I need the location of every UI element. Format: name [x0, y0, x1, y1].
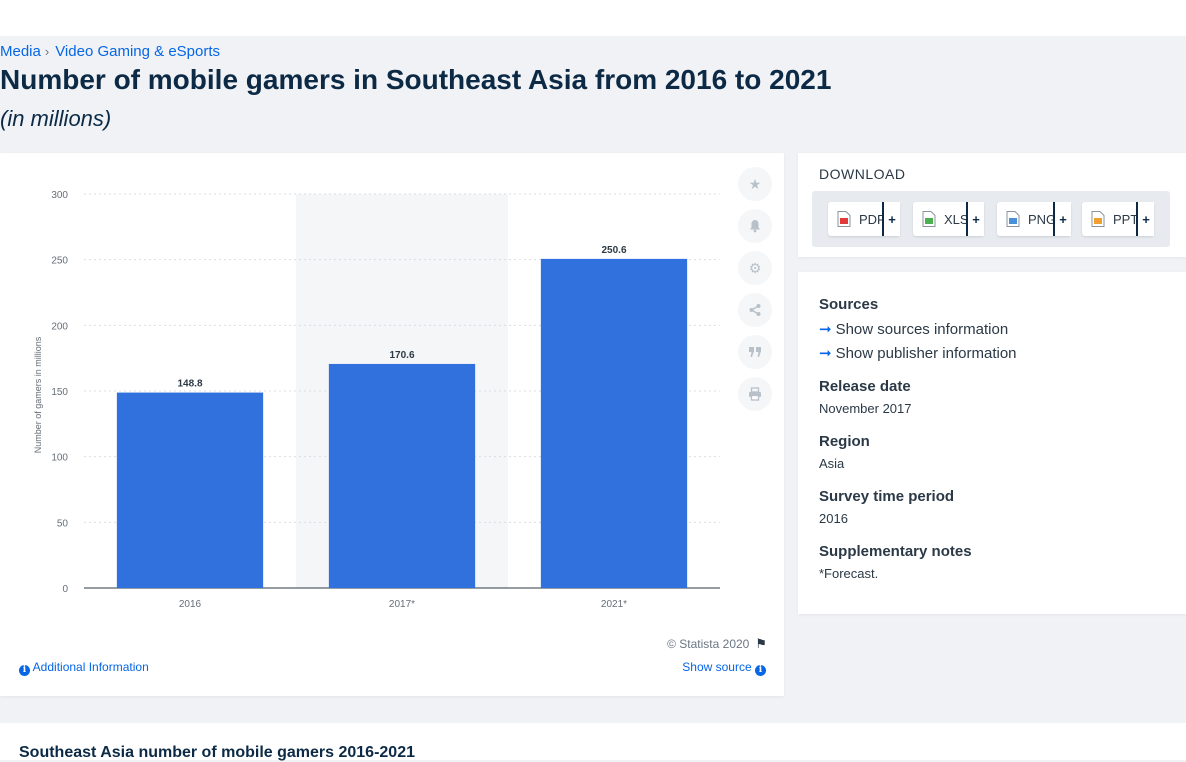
show-source-link[interactable]: Show source i: [682, 660, 766, 676]
xls-file-icon: [922, 211, 936, 227]
top-navigation-bar: [0, 0, 1186, 36]
y-tick-label: 250: [51, 256, 68, 267]
y-tick-label: 50: [57, 518, 69, 529]
download-panel: DOWNLOAD PDF + XLS + PNG + P: [798, 153, 1186, 257]
download-png-button[interactable]: PNG +: [997, 202, 1071, 236]
page-subtitle: (in millions): [0, 106, 112, 131]
y-tick-label: 300: [51, 190, 68, 201]
download-pdf-button[interactable]: PDF +: [828, 202, 900, 236]
breadcrumb: Media › Video Gaming & eSports: [0, 43, 220, 60]
arrow-right-icon: ➞: [819, 321, 832, 338]
plus-icon: +: [966, 202, 984, 236]
show-sources-link[interactable]: ➞ Show sources information: [819, 320, 1008, 338]
download-pdf-label: PDF: [859, 211, 885, 227]
download-xls-button[interactable]: XLS +: [913, 202, 984, 236]
pdf-file-icon: [837, 211, 851, 227]
data-label: 170.6: [389, 350, 414, 361]
arrow-right-icon: ➞: [819, 345, 832, 362]
description-title: Southeast Asia number of mobile gamers 2…: [19, 744, 415, 761]
copyright-notice: © Statista 2020 ⚑: [667, 636, 767, 652]
chart-card: 0 50 100 150 200 250 300 Number of gamers in mi…: [0, 153, 784, 696]
favorite-star-icon[interactable]: ★: [738, 167, 772, 201]
download-xls-label: XLS: [944, 211, 969, 227]
download-buttons-bar: PDF + XLS + PNG + PPT +: [812, 191, 1170, 247]
download-png-label: PNG: [1028, 211, 1057, 227]
share-icon[interactable]: [738, 293, 772, 327]
download-ppt-label: PPT: [1113, 211, 1139, 227]
bar-2017: [328, 363, 476, 588]
survey-period-heading: Survey time period: [819, 488, 955, 505]
cite-quote-icon[interactable]: [738, 335, 772, 369]
data-label: 250.6: [601, 245, 626, 256]
bar-2021: [540, 258, 688, 588]
show-publisher-label: Show publisher information: [835, 345, 1017, 362]
description-card: Southeast Asia number of mobile gamers 2…: [0, 723, 1186, 761]
plus-icon: +: [882, 202, 900, 236]
survey-period-value: 2016: [819, 511, 848, 526]
x-tick-label: 2017*: [389, 599, 415, 610]
info-icon: i: [755, 665, 766, 676]
supplementary-notes-heading: Supplementary notes: [819, 543, 972, 560]
breadcrumb-item-media[interactable]: Media: [0, 43, 41, 60]
region-value: Asia: [819, 456, 845, 471]
y-tick-label: 100: [51, 453, 68, 464]
bar-chart: 0 50 100 150 200 250 300 Number of gamers in mi…: [33, 190, 720, 610]
x-tick-label: 2021*: [601, 599, 627, 610]
y-tick-label: 150: [51, 387, 68, 398]
print-icon[interactable]: [738, 377, 772, 411]
flag-icon[interactable]: ⚑: [755, 636, 767, 651]
release-date-value: November 2017: [819, 401, 912, 416]
show-sources-label: Show sources information: [835, 321, 1009, 338]
copyright-text: © Statista 2020: [667, 637, 750, 651]
bar-2016: [116, 392, 264, 588]
png-file-icon: [1006, 211, 1020, 227]
show-source-label: Show source: [682, 660, 752, 674]
notification-bell-icon[interactable]: [738, 209, 772, 243]
x-tick-label: 2016: [179, 599, 202, 610]
statistic-details-panel: Sources ➞ Show sources information ➞ Show …: [798, 272, 1186, 614]
page-title: Number of mobile gamers in Southeast Asi…: [0, 64, 832, 95]
breadcrumb-item-video-gaming[interactable]: Video Gaming & eSports: [55, 43, 221, 60]
additional-information-link[interactable]: i Additional Information: [19, 660, 149, 676]
sources-heading: Sources: [819, 296, 879, 313]
release-date-heading: Release date: [819, 378, 911, 395]
plus-icon: +: [1053, 202, 1071, 236]
data-label: 148.8: [177, 379, 202, 390]
y-tick-label: 200: [51, 321, 68, 332]
region-heading: Region: [819, 433, 870, 450]
download-ppt-button[interactable]: PPT +: [1082, 202, 1154, 236]
plus-icon: +: [1136, 202, 1154, 236]
y-axis-title: Number of gamers in millions: [33, 336, 43, 453]
chevron-right-icon: ›: [44, 44, 50, 59]
settings-gear-icon[interactable]: ⚙: [738, 251, 772, 285]
additional-information-label: Additional Information: [32, 660, 149, 674]
info-icon: i: [19, 665, 30, 676]
supplementary-notes-value: *Forecast.: [819, 566, 879, 581]
ppt-file-icon: [1091, 211, 1105, 227]
download-title: DOWNLOAD: [819, 166, 906, 182]
show-publisher-link[interactable]: ➞ Show publisher information: [819, 344, 1017, 362]
y-tick-label: 0: [62, 584, 68, 595]
